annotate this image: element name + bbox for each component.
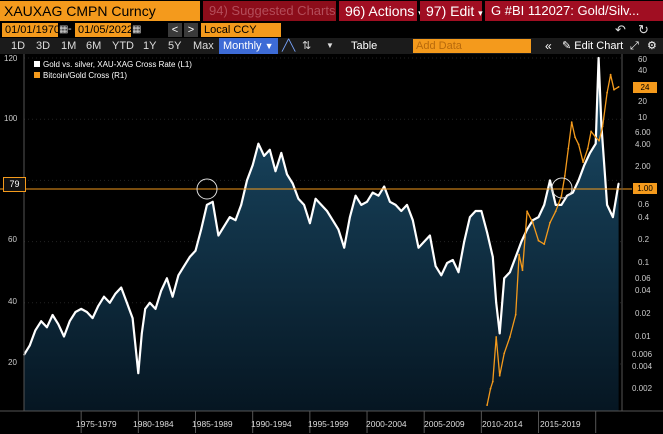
bitcoin-gold-line (486, 74, 619, 406)
right-tick-label: 0.01 (635, 332, 651, 341)
table-button[interactable]: Table (351, 40, 378, 52)
undo-icon[interactable]: ↶ (615, 22, 626, 37)
double-chevron-left-icon[interactable]: « (545, 39, 552, 53)
period-6m[interactable]: 6M (86, 40, 102, 52)
x-tick-label: 1980-1984 (133, 419, 174, 429)
left-tick-label: 20 (8, 358, 17, 367)
security-ticker-field[interactable]: XAUXAG CMPN Curncy (0, 1, 200, 21)
period-1m[interactable]: 1M (61, 40, 77, 52)
left-tick-label: 40 (8, 297, 17, 306)
right-tick-label: 2.00 (635, 162, 651, 171)
legend-label-bitcoin-gold: Bitcoin/Gold Cross (R1) (43, 71, 128, 80)
legend-label-gold-silver: Gold vs. silver, XAU-XAG Cross Rate (L1) (43, 60, 192, 69)
right-reference-badge: 1.00 (633, 183, 657, 194)
legend-swatch-orange (34, 72, 40, 78)
start-date-field[interactable]: 01/01/1970 (2, 23, 60, 37)
range-dash: - (68, 23, 72, 35)
period-3d[interactable]: 3D (36, 40, 51, 52)
right-tick-label: 6.00 (635, 128, 651, 137)
left-last-value-badge: 79 (3, 177, 26, 192)
highlight-circle-2018 (551, 177, 573, 199)
right-tick-label: 20 (638, 97, 647, 106)
legend-item-gold-silver[interactable]: Gold vs. silver, XAU-XAG Cross Rate (L1) (34, 60, 192, 69)
x-axis-separators (80, 411, 597, 433)
actions-label: 96) Actions (345, 3, 415, 19)
left-tick-label: 100 (4, 114, 18, 123)
right-tick-label: 0.004 (632, 362, 653, 371)
frequency-label: Monthly (223, 40, 262, 52)
suggested-charts-button[interactable]: 94) Suggested Charts (203, 1, 336, 21)
gear-icon[interactable]: ⚙ (647, 40, 657, 52)
chevron-down-icon: ▼ (264, 41, 274, 51)
line-chart-icon[interactable]: ╱╲ (282, 40, 296, 52)
chevron-down-icon[interactable]: ▼ (326, 41, 334, 50)
edit-menu[interactable]: 97) Edit ▾ (420, 1, 483, 21)
chevron-right-icon[interactable]: > (184, 23, 198, 37)
x-tick-label: 2005-2009 (424, 419, 465, 429)
drawing-tool-icon[interactable]: ⇅ (302, 40, 312, 52)
right-last-value-badge: 24 (633, 82, 657, 93)
x-tick-label: 2015-2019 (540, 419, 581, 429)
legend-swatch-white (34, 61, 40, 67)
add-data-input[interactable]: Add Data (413, 39, 531, 53)
right-tick-label: 0.1 (638, 258, 650, 267)
calendar-icon[interactable]: ▦ (59, 24, 69, 35)
expand-icon[interactable]: ⤢ (630, 40, 639, 52)
right-tick-label: 0.2 (638, 235, 650, 244)
right-tick-label: 0.6 (638, 200, 650, 209)
edit-chart-button[interactable]: ✎ Edit Chart (562, 38, 623, 54)
end-date-field[interactable]: 01/05/2022 (75, 23, 133, 37)
edit-chart-label: Edit Chart (574, 40, 624, 52)
period-ytd[interactable]: YTD (112, 40, 134, 52)
x-tick-label: 1985-1989 (192, 419, 233, 429)
right-tick-label: 0.002 (632, 384, 653, 393)
x-tick-label: 2010-2014 (482, 419, 523, 429)
right-tick-label: 0.4 (638, 213, 650, 222)
right-tick-label: 60 (638, 55, 647, 64)
right-tick-label: 40 (638, 66, 647, 75)
right-tick-label: 10 (638, 113, 647, 122)
left-tick-label: 120 (4, 54, 18, 63)
date-range-bar (0, 22, 663, 38)
chevron-down-icon: ▾ (478, 8, 483, 18)
calendar-icon[interactable]: ▦ (132, 24, 142, 35)
x-tick-label: 2000-2004 (366, 419, 407, 429)
pencil-icon: ✎ (562, 40, 572, 52)
gold-silver-area (24, 58, 619, 411)
chart-plot (0, 54, 663, 433)
right-tick-label: 0.06 (635, 274, 651, 283)
right-tick-label: 0.006 (632, 350, 653, 359)
gold-silver-line (23, 56, 620, 375)
chevron-left-icon[interactable]: < (168, 23, 182, 37)
period-max[interactable]: Max (193, 40, 214, 52)
x-tick-label: 1995-1999 (308, 419, 349, 429)
x-tick-label: 1990-1994 (251, 419, 292, 429)
frequency-select[interactable]: Monthly ▼ (219, 38, 278, 54)
period-1y[interactable]: 1Y (143, 40, 157, 52)
period-1d[interactable]: 1D (11, 40, 26, 52)
right-tick-label: 4.00 (635, 140, 651, 149)
left-tick-label: 60 (8, 235, 17, 244)
currency-select[interactable]: Local CCY (201, 23, 281, 37)
legend-item-bitcoin-gold[interactable]: Bitcoin/Gold Cross (R1) (34, 71, 127, 80)
right-tick-label: 0.04 (635, 286, 651, 295)
actions-menu[interactable]: 96) Actions ▾ (339, 1, 423, 21)
refresh-icon[interactable]: ↻ (638, 22, 649, 37)
highlight-circle-1987 (196, 178, 218, 200)
x-tick-label: 1975-1979 (76, 419, 117, 429)
right-tick-label: 0.02 (635, 309, 651, 318)
edit-label: 97) Edit (426, 3, 475, 19)
chart-title: G #BI 112027: Gold/Silv... (485, 1, 663, 21)
period-5y[interactable]: 5Y (168, 40, 182, 52)
